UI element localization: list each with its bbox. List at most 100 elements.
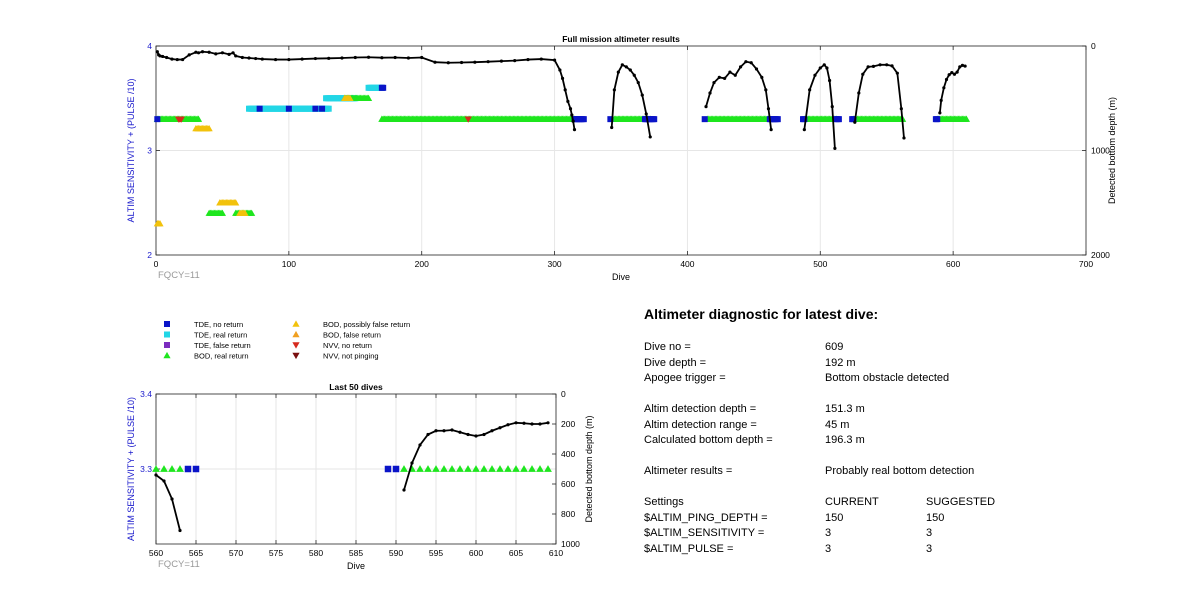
bottom-depth-point <box>530 422 534 426</box>
dive-depth-row: Dive depth = 192 m <box>644 356 1184 372</box>
bod_real_return-marker <box>416 465 424 472</box>
bod_real_return-marker <box>424 465 432 472</box>
legend-bod_real_return-marker <box>163 351 171 359</box>
tde_no_return-marker <box>380 84 387 91</box>
y2-tick-label: 1000 <box>1091 146 1110 156</box>
bottom-depth-point <box>506 423 510 427</box>
y2-tick-label: 400 <box>561 449 575 459</box>
bottom-depth-point <box>474 434 478 438</box>
bottom-depth-point <box>158 54 162 58</box>
bottom-depth-point <box>200 50 205 54</box>
bottom-depth-point <box>426 432 430 437</box>
bottom-depth-point <box>942 86 946 90</box>
x-axis-label: Dive <box>347 561 365 571</box>
bottom-depth-line <box>156 50 576 130</box>
bottom-depth-point <box>640 93 644 97</box>
bottom-depth-point <box>214 52 218 56</box>
legend-tde_real_return-marker <box>164 331 170 338</box>
bottom-depth-point <box>822 63 826 67</box>
legend-tde_false_return-label: TDE, false return <box>194 341 251 350</box>
bottom-depth-point <box>802 128 806 132</box>
tde_no_return-marker <box>312 105 319 112</box>
legend-tde_no_return-label: TDE, no return <box>194 320 243 329</box>
bottom-depth-line <box>803 63 836 149</box>
bottom-depth-point <box>482 432 486 437</box>
bottom-depth-point <box>766 107 771 111</box>
bottom-depth-point <box>340 56 344 60</box>
bod_possibly_false-marker <box>232 199 240 206</box>
bottom-depth-point <box>513 59 517 63</box>
altimeter-diagnostic-panel: Altimeter diagnostic for latest dive: Di… <box>644 306 1184 557</box>
bottom-depth-point <box>648 135 652 139</box>
apogee-row: Apogee trigger = Bottom obstacle detecte… <box>644 371 1184 387</box>
calculated-bottom-row: Calculated bottom depth = 196.3 m <box>644 433 1184 449</box>
bottom-depth-point <box>175 57 179 62</box>
altimeter-results-label: Altimeter results = <box>644 465 733 477</box>
bottom-depth-point <box>612 88 616 92</box>
tde_no_return-marker <box>651 116 658 123</box>
bod_real_return-marker <box>536 465 544 472</box>
bottom-depth-point <box>628 68 632 72</box>
bottom-depth-point <box>170 57 174 61</box>
bottom-depth-point <box>353 55 357 60</box>
bottom-depth-point <box>866 65 870 69</box>
bottom-depth-point <box>178 528 182 533</box>
y2-tick-label: 1000 <box>561 539 580 549</box>
dive-no-value: 609 <box>825 341 844 353</box>
bottom-depth-point <box>539 57 543 61</box>
legend-tde_real_return-label: TDE, real return <box>194 331 247 340</box>
bod_possibly_false-marker <box>241 209 249 216</box>
bod_real_return-marker <box>448 465 456 472</box>
bottom-depth-point <box>818 66 822 70</box>
bottom-depth-point <box>552 58 557 62</box>
sensitivity-suggested: 3 <box>926 527 933 539</box>
legend-nvv_not_pinging-label: NVV, not pinging <box>323 352 379 361</box>
nvv_no_return-marker <box>464 116 472 123</box>
legend-nvv_not_pinging-marker <box>292 352 300 360</box>
ping-depth-label: $ALTIM_PING_DEPTH = <box>644 511 768 524</box>
bottom-depth-point <box>546 421 550 425</box>
x-tick-label: 590 <box>389 548 403 558</box>
bottom-depth-point <box>644 112 648 116</box>
bottom-depth-point <box>704 105 708 109</box>
bod_real_return-marker <box>364 94 373 101</box>
bod_real_return-marker <box>472 465 480 472</box>
bod_real_return-marker <box>520 465 528 472</box>
bottom-depth-point <box>260 57 264 61</box>
bottom-depth-point <box>570 113 574 117</box>
bottom-depth-point <box>558 68 562 72</box>
bottom-depth-point <box>616 70 620 74</box>
bottom-depth-point <box>473 60 477 64</box>
bottom-depth-point <box>813 73 817 77</box>
bod_real_return-marker <box>504 465 512 472</box>
bottom-depth-point <box>895 71 899 75</box>
bottom-depth-point <box>760 75 764 79</box>
x-tick-label: 600 <box>469 548 483 558</box>
bod_real_return-marker <box>480 465 488 472</box>
bottom-depth-point <box>220 51 225 55</box>
bottom-depth-point <box>568 107 573 111</box>
bottom-depth-point <box>938 111 942 115</box>
sensitivity-current: 3 <box>825 527 832 539</box>
bottom-depth-point <box>187 53 191 57</box>
current-header: CURRENT <box>825 496 879 508</box>
bottom-depth-point <box>717 75 721 79</box>
bottom-depth-point <box>170 497 174 501</box>
altim-detection-depth-value: 151.3 m <box>825 403 865 415</box>
bod_real_return-marker <box>512 465 520 472</box>
bod_possibly_false-marker <box>346 94 354 101</box>
altim-detection-range-label: Altim detection range = <box>644 418 757 431</box>
x-tick-label: 585 <box>349 548 363 558</box>
fqcy-note: FQCY=11 <box>158 270 200 281</box>
settings-header-row: Settings CURRENT SUGGESTED <box>644 495 1184 511</box>
bottom-depth-point <box>418 443 422 447</box>
y-tick-label: 3.4 <box>140 389 152 399</box>
bottom-depth-point <box>240 55 244 60</box>
y2-tick-label: 800 <box>561 509 575 519</box>
bod_real_return-marker <box>488 465 496 472</box>
bottom-depth-point <box>227 52 231 56</box>
y-tick-label: 2 <box>147 250 152 260</box>
bottom-depth-point <box>450 428 454 432</box>
ping-depth-suggested: 150 <box>926 511 945 524</box>
